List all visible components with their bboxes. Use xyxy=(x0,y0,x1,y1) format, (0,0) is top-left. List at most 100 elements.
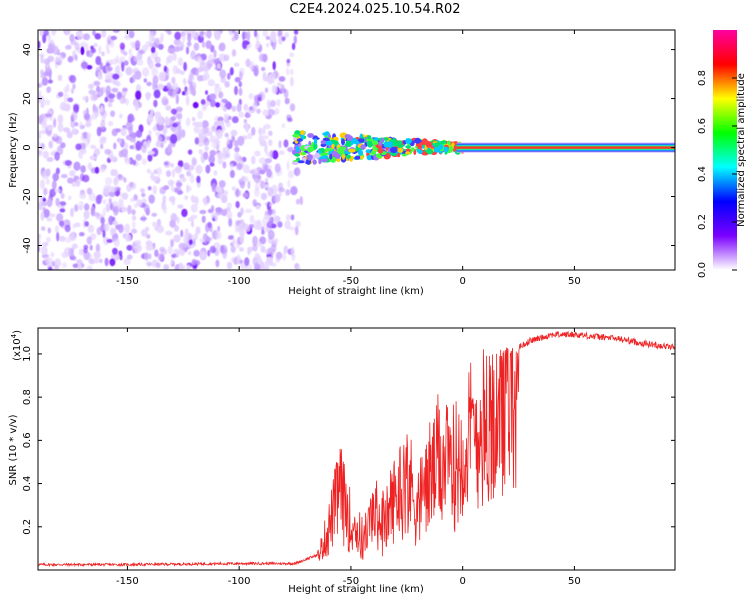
noise-speckle xyxy=(224,132,229,138)
noise-speckle xyxy=(126,244,133,251)
noise-speckle xyxy=(217,116,224,123)
noise-speckle xyxy=(150,46,156,54)
noise-speckle xyxy=(119,42,125,50)
signal-blob xyxy=(385,152,390,158)
noise-speckle xyxy=(152,126,158,132)
noise-speckle xyxy=(83,203,90,211)
noise-speckle xyxy=(182,91,186,96)
noise-speckle xyxy=(216,151,223,159)
noise-speckle xyxy=(105,43,110,51)
noise-speckle xyxy=(241,176,249,183)
noise-speckle xyxy=(155,37,163,45)
noise-speckle xyxy=(272,37,277,43)
noise-speckle xyxy=(69,170,76,177)
noise-speckle xyxy=(246,30,251,40)
noise-speckle xyxy=(193,125,199,134)
noise-speckle xyxy=(104,222,110,232)
noise-speckle xyxy=(99,138,107,145)
noise-speckle xyxy=(286,67,290,76)
noise-speckle xyxy=(111,87,119,93)
noise-speckle xyxy=(45,178,50,185)
noise-speckle xyxy=(172,90,176,96)
noise-speckle xyxy=(216,63,222,70)
noise-speckle xyxy=(57,114,64,125)
noise-speckle xyxy=(266,256,273,266)
noise-speckle xyxy=(283,139,289,148)
colorbar-gradient xyxy=(713,30,737,270)
noise-speckle xyxy=(104,148,111,155)
noise-speckle xyxy=(179,249,185,256)
noise-speckle xyxy=(198,132,205,142)
noise-speckle xyxy=(126,254,133,260)
noise-speckle xyxy=(289,52,294,58)
noise-speckle xyxy=(55,167,61,175)
noise-speckle xyxy=(68,247,72,257)
signal-blob xyxy=(372,140,379,145)
noise-speckle xyxy=(135,153,142,161)
noise-speckle xyxy=(73,161,81,171)
noise-speckle xyxy=(61,262,67,268)
y-tick-label: -20 xyxy=(22,188,33,204)
noise-speckle xyxy=(104,96,109,103)
noise-speckle xyxy=(231,116,239,124)
noise-speckle xyxy=(268,130,273,137)
noise-speckle xyxy=(67,97,74,103)
spectrogram-y-axis-label: Frequency (Hz) xyxy=(8,112,19,188)
noise-speckle xyxy=(218,190,223,200)
noise-speckle xyxy=(75,179,81,188)
noise-speckle xyxy=(146,81,152,87)
noise-speckle xyxy=(185,46,190,55)
noise-speckle xyxy=(223,54,230,62)
noise-speckle xyxy=(174,187,179,193)
noise-speckle xyxy=(79,41,87,48)
noise-speckle xyxy=(134,40,141,49)
noise-speckle xyxy=(72,223,77,229)
noise-speckle xyxy=(177,190,184,195)
signal-blob xyxy=(345,140,352,147)
noise-speckle xyxy=(157,218,161,228)
noise-speckle xyxy=(176,216,180,224)
noise-speckle xyxy=(181,208,188,218)
signal-blob xyxy=(392,139,399,147)
noise-speckle xyxy=(236,254,241,265)
noise-speckle xyxy=(73,104,79,114)
noise-speckle xyxy=(289,103,296,112)
noise-speckle xyxy=(38,82,43,87)
noise-speckle xyxy=(114,238,120,247)
noise-speckle xyxy=(194,55,203,63)
noise-speckle xyxy=(284,32,290,38)
signal-blob xyxy=(320,147,325,154)
noise-speckle xyxy=(254,187,260,198)
noise-speckle xyxy=(112,73,120,80)
spectrogram-x-ticks: -150 -100 -50 0 50 xyxy=(116,30,581,287)
noise-speckle xyxy=(209,135,217,143)
noise-speckle xyxy=(287,146,295,153)
noise-speckle xyxy=(267,218,273,228)
noise-speckle xyxy=(229,163,234,170)
noise-speckle xyxy=(96,227,102,236)
noise-speckle xyxy=(191,258,197,266)
noise-speckle xyxy=(261,66,266,72)
spectrogram-y-ticks: -40 -20 0 20 40 xyxy=(22,43,675,254)
chart-title: C2E4.2024.025.10.54.R02 xyxy=(289,2,461,17)
noise-speckle xyxy=(262,135,269,140)
signal-blob xyxy=(433,142,441,148)
noise-speckle xyxy=(133,55,139,62)
noise-speckle xyxy=(245,58,251,68)
noise-speckle xyxy=(154,56,161,64)
signal-blob xyxy=(318,158,322,165)
signal-blob xyxy=(358,149,363,156)
noise-speckle xyxy=(46,157,54,162)
noise-speckle xyxy=(167,144,172,153)
noise-speckle xyxy=(80,165,86,174)
noise-speckle xyxy=(172,168,175,178)
noise-speckle xyxy=(110,185,117,193)
noise-speckle xyxy=(44,256,50,264)
noise-speckle xyxy=(226,202,232,209)
noise-speckle xyxy=(163,65,168,72)
noise-speckle xyxy=(119,113,123,119)
noise-speckle xyxy=(229,169,235,179)
noise-speckle xyxy=(107,98,115,103)
noise-speckle xyxy=(268,139,273,147)
noise-speckle xyxy=(181,177,187,183)
